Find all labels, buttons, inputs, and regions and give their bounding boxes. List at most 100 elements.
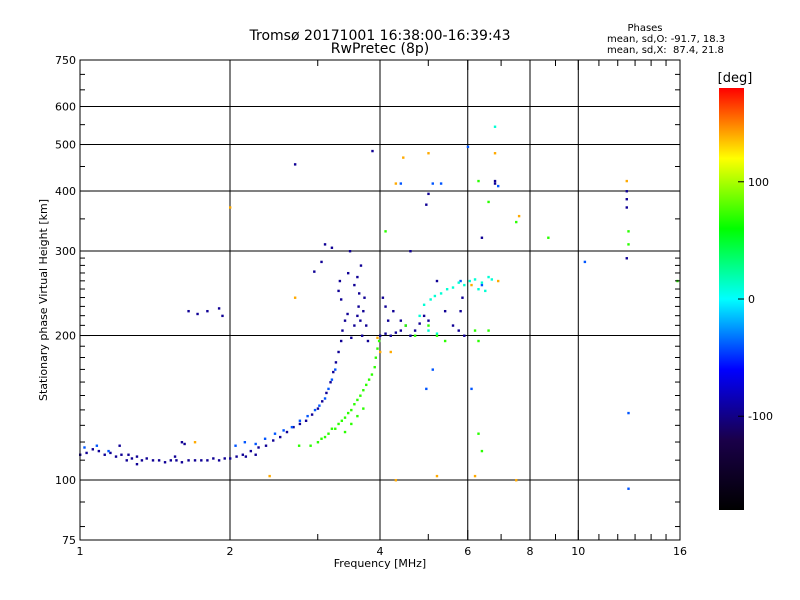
data-point (399, 182, 403, 185)
y-tick-label: 100 (55, 474, 76, 487)
data-point (356, 314, 359, 318)
data-point (404, 324, 407, 327)
data-point (244, 455, 248, 458)
data-point (221, 314, 224, 318)
x-tick-label: 16 (673, 545, 687, 558)
data-point (374, 356, 378, 359)
data-point (282, 429, 285, 432)
data-point (85, 451, 88, 455)
data-point (470, 387, 473, 391)
data-point (200, 459, 203, 462)
data-point (422, 314, 426, 318)
data-point (473, 278, 477, 281)
data-point (445, 288, 449, 291)
data-points (79, 125, 679, 490)
data-point (135, 455, 139, 458)
data-point (318, 404, 321, 407)
y-tick-label: 75 (62, 534, 76, 547)
data-point (468, 279, 471, 283)
data-point (180, 441, 184, 444)
data-point (463, 334, 466, 337)
y-tick-label: 400 (55, 185, 76, 198)
data-point (95, 444, 99, 447)
data-point (370, 373, 374, 376)
data-point (470, 283, 473, 287)
data-point (151, 459, 155, 462)
data-point (297, 444, 301, 447)
data-point (83, 446, 86, 449)
data-point (425, 387, 428, 391)
y-tick-label: 750 (55, 54, 76, 67)
data-point (394, 331, 398, 334)
data-point (356, 398, 359, 402)
data-point (496, 184, 500, 188)
data-point (217, 307, 221, 310)
data-point (451, 286, 455, 289)
data-point (477, 288, 480, 291)
chart-subtitle: RwPretec (8p) (331, 41, 429, 57)
data-point (356, 414, 359, 418)
data-point (515, 220, 518, 224)
data-point (431, 182, 434, 185)
data-point (439, 182, 443, 185)
data-point (371, 149, 374, 153)
data-point (316, 441, 320, 444)
data-point (206, 459, 209, 462)
data-point (409, 250, 412, 253)
data-point (320, 437, 323, 440)
data-point (480, 449, 484, 453)
data-point (493, 179, 497, 183)
colorbar-tick-label: 100 (748, 176, 769, 189)
data-point (487, 275, 490, 279)
data-point (304, 419, 308, 422)
data-point (180, 461, 184, 464)
data-point (217, 459, 221, 462)
data-point (480, 283, 484, 287)
data-point (337, 422, 340, 426)
y-tick-labels: 75 100 200 300 400 500 600 750 (55, 54, 76, 547)
phases-legend: Phases mean, sd,O: -91.7, 18.3 mean, sd,… (607, 23, 725, 56)
data-point (323, 243, 327, 246)
data-point (427, 152, 430, 155)
data-point (627, 230, 630, 233)
data-point (329, 381, 332, 384)
data-point (413, 329, 417, 332)
data-point (114, 455, 118, 458)
data-point (427, 192, 430, 196)
x-tick-label: 4 (377, 545, 384, 558)
x-tick-label: 8 (527, 545, 534, 558)
data-point (290, 425, 294, 429)
data-point (293, 296, 297, 299)
data-point (339, 339, 343, 343)
x-tick-label: 1 (77, 545, 84, 558)
data-point (350, 422, 353, 426)
data-point (457, 329, 460, 332)
grid-lines (80, 60, 680, 540)
data-point (353, 403, 356, 406)
data-point (422, 303, 426, 306)
data-point (459, 309, 462, 313)
data-point (353, 283, 356, 287)
data-point (443, 309, 447, 313)
data-point (316, 407, 320, 410)
data-point (418, 322, 421, 325)
data-point (173, 455, 177, 458)
phases-legend-title: Phases (627, 23, 662, 34)
data-point (429, 298, 432, 301)
data-point (327, 387, 330, 391)
data-point (163, 461, 167, 464)
data-point (323, 435, 327, 439)
data-point (257, 446, 260, 449)
data-point (243, 441, 247, 444)
data-point (241, 453, 245, 456)
data-point (293, 163, 297, 166)
data-point (480, 281, 484, 284)
data-point (376, 336, 379, 340)
data-point (109, 451, 112, 455)
data-point (346, 312, 349, 316)
data-point (91, 448, 95, 451)
y-tick-label: 300 (55, 245, 76, 258)
colorbar-tick-label: 0 (748, 293, 755, 306)
data-point (107, 449, 110, 453)
data-point (376, 347, 379, 350)
